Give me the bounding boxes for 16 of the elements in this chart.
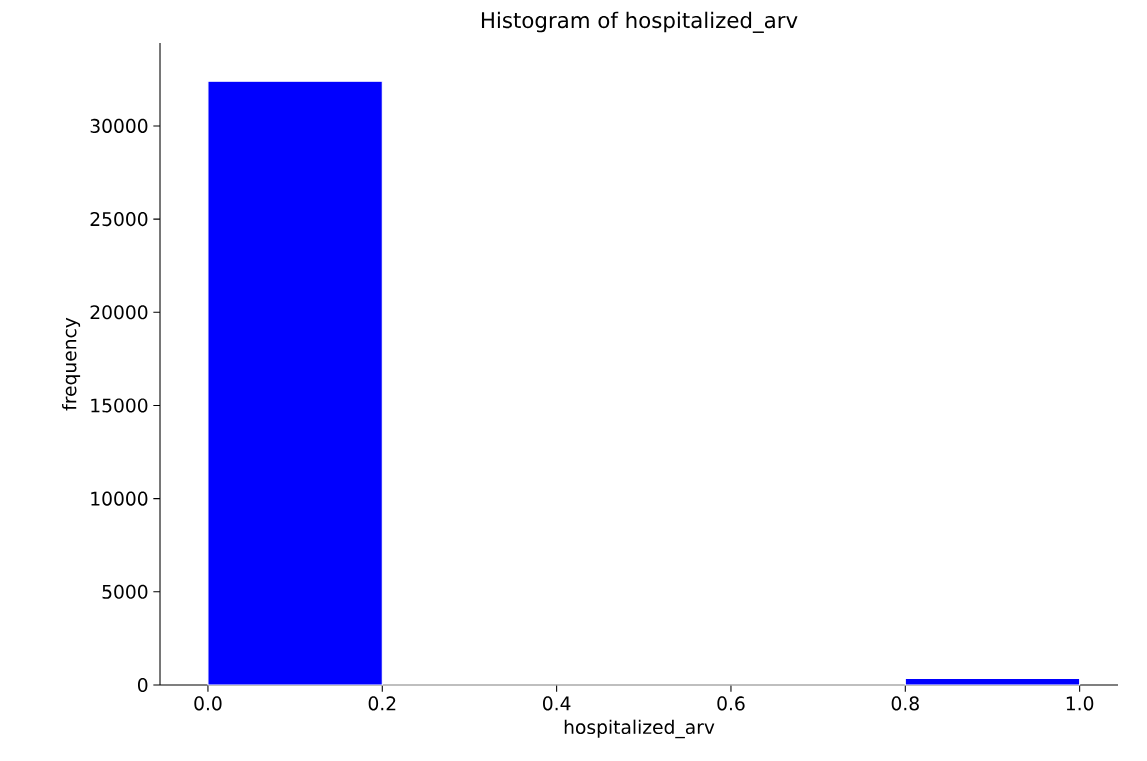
x-tick-label: 0.0	[194, 696, 222, 711]
y-tick-label: 30000	[90, 118, 148, 133]
x-tick-label: 1.0	[1066, 696, 1094, 711]
y-tick-label: 25000	[90, 212, 148, 227]
y-axis-title: frequency	[62, 317, 81, 411]
x-tick-label: 0.6	[717, 696, 745, 711]
x-tick-label: 0.8	[891, 696, 919, 711]
y-tick-label: 5000	[102, 584, 148, 599]
x-tick-label: 0.2	[368, 696, 396, 711]
chart-title: Histogram of hospitalized_arv	[481, 11, 798, 33]
y-tick-label: 0	[137, 677, 148, 693]
y-tick-label: 20000	[90, 305, 148, 320]
y-tick-label: 10000	[91, 491, 148, 506]
x-axis-title: hospitalized_arv	[564, 719, 715, 739]
y-tick-label: 15000	[91, 398, 148, 413]
x-tick-label: 0.4	[543, 696, 571, 711]
